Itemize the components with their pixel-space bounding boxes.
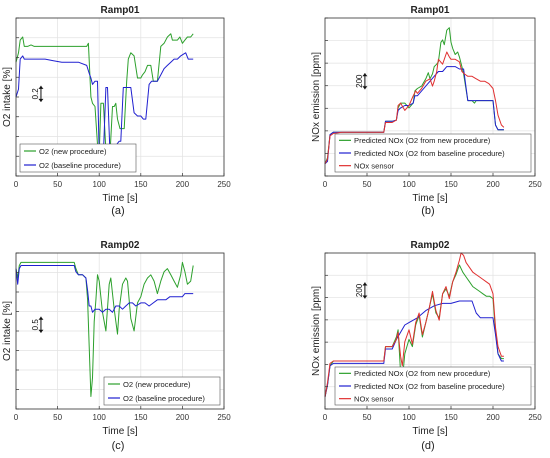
legend-label: O2 (new procedure) bbox=[123, 380, 191, 389]
legend-label: O2 (baseline procedure) bbox=[39, 161, 121, 170]
panel-label-3: (c) bbox=[112, 440, 125, 452]
x-tick-label: 0 bbox=[14, 180, 19, 189]
legend-label: Predicted NOx (O2 from baseline procedur… bbox=[354, 149, 505, 158]
legend-label: O2 (new procedure) bbox=[39, 147, 107, 156]
x-tick-label: 50 bbox=[53, 180, 62, 189]
x-tick-label: 150 bbox=[134, 413, 148, 422]
axes-frame bbox=[324, 17, 536, 177]
scale-bar-label: 0.5 bbox=[31, 319, 40, 331]
x-tick-label: 200 bbox=[486, 413, 500, 422]
scale-bar-arrow-down bbox=[38, 329, 44, 333]
y-axis-label: O2 intake [%] bbox=[2, 301, 13, 361]
chart-panel-1: 0 50 100 150 200 250 Ramp01 Time [s] O2 intake [… bbox=[2, 5, 231, 204]
legend-label: Predicted NOx (O2 from new procedure) bbox=[354, 369, 491, 378]
scale-bar-arrow-up bbox=[362, 73, 368, 77]
x-tick-label: 200 bbox=[176, 180, 190, 189]
legend-label: Predicted NOx (O2 from baseline procedur… bbox=[354, 382, 505, 391]
x-tick-label: 50 bbox=[53, 413, 62, 422]
x-tick-label: 0 bbox=[14, 413, 19, 422]
x-tick-label: 200 bbox=[486, 180, 500, 189]
panel-label-4: (d) bbox=[421, 440, 434, 452]
series-line-2 bbox=[324, 300, 504, 398]
x-tick-label: 150 bbox=[134, 180, 148, 189]
legend-label: NOx sensor bbox=[354, 394, 395, 403]
y-axis-label: O2 intake [%] bbox=[2, 67, 13, 127]
x-tick-label: 200 bbox=[176, 413, 190, 422]
scale-bar-arrow-up bbox=[362, 282, 368, 286]
legend: Predicted NOx (O2 from new procedure) Pre… bbox=[334, 133, 532, 173]
chart-title: Ramp01 bbox=[101, 5, 140, 16]
x-tick-label: 0 bbox=[323, 180, 328, 189]
legend-box bbox=[334, 133, 532, 173]
legend-box bbox=[19, 143, 137, 173]
x-axis-label: Time [s] bbox=[412, 193, 447, 204]
y-axis-label: NOx emission [ppm] bbox=[311, 52, 322, 142]
series-line-3 bbox=[324, 252, 504, 398]
legend-box bbox=[103, 376, 221, 406]
series-line-1 bbox=[15, 261, 194, 397]
x-tick-label: 100 bbox=[402, 413, 416, 422]
x-tick-label: 50 bbox=[363, 413, 372, 422]
series-line-1 bbox=[15, 33, 194, 158]
legend-label: O2 (baseline procedure) bbox=[123, 394, 205, 403]
chart-title: Ramp02 bbox=[101, 240, 140, 251]
x-axis-label: Time [s] bbox=[102, 193, 137, 204]
panel-label-1: (a) bbox=[111, 205, 124, 217]
scale-bar-arrow-down bbox=[38, 98, 44, 102]
legend: Predicted NOx (O2 from new procedure) Pre… bbox=[334, 366, 532, 406]
y-axis-label: NOx emission [ppm] bbox=[311, 286, 322, 376]
scale-bar-arrow-up bbox=[38, 316, 44, 320]
legend: O2 (new procedure) O2 (baseline procedure… bbox=[19, 143, 137, 173]
x-tick-label: 250 bbox=[217, 413, 231, 422]
scale-bar-arrow-up bbox=[38, 85, 44, 89]
chart-panel-2: 0 50 100 150 200 250 Ramp01 Time [s] NOx emissio… bbox=[311, 5, 542, 204]
panel-label-2: (b) bbox=[421, 205, 434, 217]
legend-label: NOx sensor bbox=[354, 161, 395, 170]
series-line-3 bbox=[324, 51, 505, 165]
scale-bar-arrow-down bbox=[362, 86, 368, 90]
x-axis-label: Time [s] bbox=[102, 426, 137, 437]
scale-bar-arrow-down bbox=[362, 295, 368, 299]
axes-frame bbox=[324, 252, 536, 410]
x-tick-label: 250 bbox=[528, 180, 542, 189]
x-tick-label: 150 bbox=[444, 413, 458, 422]
legend-label: Predicted NOx (O2 from new procedure) bbox=[354, 136, 491, 145]
x-tick-label: 0 bbox=[323, 413, 328, 422]
x-tick-label: 100 bbox=[93, 413, 107, 422]
x-tick-label: 150 bbox=[444, 180, 458, 189]
x-tick-label: 50 bbox=[363, 180, 372, 189]
legend: O2 (new procedure) O2 (baseline procedure… bbox=[103, 376, 221, 406]
x-axis-label: Time [s] bbox=[412, 426, 447, 437]
x-tick-label: 250 bbox=[528, 413, 542, 422]
legend-box bbox=[334, 366, 532, 406]
x-tick-label: 250 bbox=[217, 180, 231, 189]
chart-panel-4: 0 50 100 150 200 250 Ramp02 Time [s] NOx emissio… bbox=[311, 240, 542, 437]
scale-bar-label: 0.2 bbox=[31, 88, 40, 100]
chart-title: Ramp02 bbox=[411, 240, 450, 251]
x-tick-label: 100 bbox=[402, 180, 416, 189]
x-tick-label: 100 bbox=[93, 180, 107, 189]
chart-panel-3: 0 50 100 150 200 250 Ramp02 Time [s] O2 intake [… bbox=[2, 240, 231, 437]
series-line-2 bbox=[15, 265, 194, 313]
scale-bar-label: 200 bbox=[355, 283, 364, 297]
scale-bar-label: 200 bbox=[355, 74, 364, 88]
chart-title: Ramp01 bbox=[411, 5, 450, 16]
